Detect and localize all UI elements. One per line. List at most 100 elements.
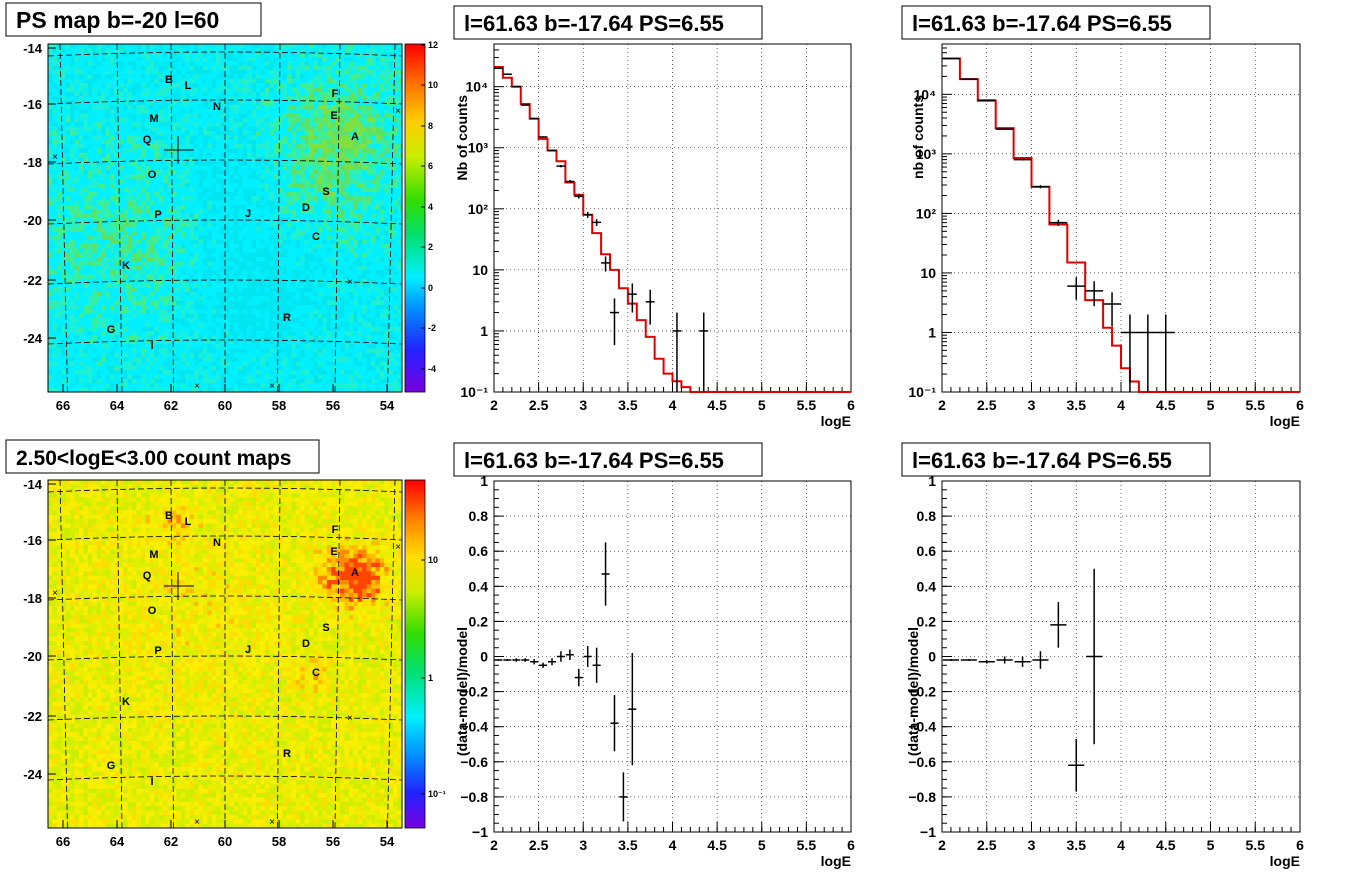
source-label: S xyxy=(322,186,329,198)
latitude-line xyxy=(47,595,403,601)
residual-point xyxy=(512,658,521,662)
x-tick-label: 58 xyxy=(272,398,286,413)
plot-frame xyxy=(493,43,852,393)
y-tick-label: −0.8 xyxy=(908,789,936,805)
colorbar-tick-label: 10 xyxy=(428,80,438,90)
data-point xyxy=(565,179,575,184)
data-point xyxy=(520,104,530,106)
latitude-line xyxy=(47,219,403,225)
y-tick-label: −0.2 xyxy=(460,684,488,700)
x-tick-label: 5 xyxy=(1207,397,1215,413)
x-tick-label: 2.5 xyxy=(529,837,549,853)
residual-plot-right: l=61.63 b=-17.64 PS=6.55 2 2.5 3 3.5 4 4.5 5 5.5… xyxy=(901,442,1304,869)
colorbar-tick-label: 2 xyxy=(428,242,433,252)
y-tick-label: 10⁴ xyxy=(914,86,937,102)
y-tick-label: -20 xyxy=(23,649,42,664)
data-point xyxy=(672,312,682,392)
source-label: A xyxy=(351,131,359,143)
x-tick-label: 5.5 xyxy=(1246,837,1266,853)
x-tick-label: 2.5 xyxy=(977,397,997,413)
x-tick-label: 3 xyxy=(579,397,587,413)
data-point xyxy=(1121,314,1139,392)
latitude-line xyxy=(47,339,403,345)
data-point xyxy=(1013,158,1032,161)
y-tick-label: 0 xyxy=(480,649,488,665)
latitude-line xyxy=(47,279,403,285)
x-tick-label: 4.5 xyxy=(707,837,727,853)
source-label: P xyxy=(154,645,161,657)
y-tick-label: −0.6 xyxy=(460,754,488,770)
plot-title: l=61.63 b=-17.64 PS=6.55 xyxy=(912,448,1172,473)
data-point xyxy=(645,289,655,325)
x-axis-label: logE xyxy=(1270,853,1300,869)
source-label: J xyxy=(245,208,251,220)
longitude-line xyxy=(59,479,68,829)
data-point xyxy=(529,117,539,120)
x-tick-label: 60 xyxy=(218,834,232,849)
residual-point xyxy=(592,647,601,683)
residual-point xyxy=(494,659,503,661)
x-tick-label: 4.5 xyxy=(1156,837,1176,853)
cross-marker: × xyxy=(52,152,58,163)
residual-point xyxy=(547,658,557,666)
source-label: L xyxy=(185,516,192,528)
ps-map-panel: PS map b=-20 l=60 66 64 62 60 58 56 54-14-16-1… xyxy=(5,2,438,413)
y-tick-label: 0.6 xyxy=(469,543,489,559)
source-label: N xyxy=(213,101,221,113)
data-point xyxy=(977,99,996,101)
residual-point xyxy=(1032,651,1049,669)
ps-map-title: PS map b=-20 l=60 xyxy=(16,7,219,33)
cross-marker: × xyxy=(395,542,401,553)
data-point xyxy=(1156,314,1175,392)
x-tick-label: 5 xyxy=(1207,837,1215,853)
latitude-line xyxy=(47,715,403,721)
x-tick-label: 3 xyxy=(579,837,587,853)
source-label: I xyxy=(150,776,153,788)
x-tick-label: 56 xyxy=(326,834,340,849)
y-tick-label: 1 xyxy=(928,324,936,340)
x-tick-label: 54 xyxy=(380,834,395,849)
y-tick-label: 1 xyxy=(480,323,488,339)
target-crosshair xyxy=(164,136,194,164)
y-tick-label: 10³ xyxy=(916,146,937,162)
longitude-line xyxy=(170,43,174,393)
data-point xyxy=(995,128,1014,130)
longitude-line xyxy=(277,479,281,829)
cross-marker: × xyxy=(269,381,275,392)
source-label: K xyxy=(122,696,130,708)
data-point xyxy=(574,194,584,199)
x-tick-label: 4 xyxy=(1117,837,1125,853)
count-map-coordinate-grid xyxy=(47,479,403,829)
colorbar-tick-label: 10 xyxy=(428,555,438,565)
source-label: E xyxy=(330,110,337,122)
source-label: M xyxy=(149,549,158,561)
data-point xyxy=(1138,314,1157,392)
data-point xyxy=(1103,292,1121,327)
y-tick-label: 0 xyxy=(928,649,936,665)
target-crosshair xyxy=(164,572,194,600)
latitude-line xyxy=(47,535,403,541)
x-tick-label: 54 xyxy=(380,398,395,413)
source-label: D xyxy=(302,202,310,214)
count-map-colorbar xyxy=(404,479,426,829)
x-tick-label: 64 xyxy=(110,834,125,849)
data-point xyxy=(601,256,611,272)
source-label: G xyxy=(107,324,116,336)
longitude-line xyxy=(277,43,281,393)
y-tick-label: −0.4 xyxy=(908,719,936,735)
longitude-line xyxy=(387,43,396,393)
residual-point xyxy=(574,668,583,687)
colorbar-tick-label: 0 xyxy=(428,283,433,293)
y-axis-label: Nb of counts xyxy=(454,95,470,181)
x-tick-label: 2 xyxy=(938,397,946,413)
x-tick-label: 2 xyxy=(938,837,946,853)
y-tick-label: -22 xyxy=(23,273,42,288)
y-tick-label: 0.8 xyxy=(469,508,489,524)
residual-point xyxy=(601,542,610,606)
x-tick-label: 3 xyxy=(1028,397,1036,413)
y-axis-label: (data-model)/model xyxy=(454,627,470,756)
residual-plot-left: l=61.63 b=-17.64 PS=6.55 2 2.5 3 3.5 4 4.5 5 5.5… xyxy=(453,442,855,869)
ps-map-coordinate-grid xyxy=(47,43,403,393)
residual-point xyxy=(996,656,1013,664)
source-label: O xyxy=(148,169,157,181)
